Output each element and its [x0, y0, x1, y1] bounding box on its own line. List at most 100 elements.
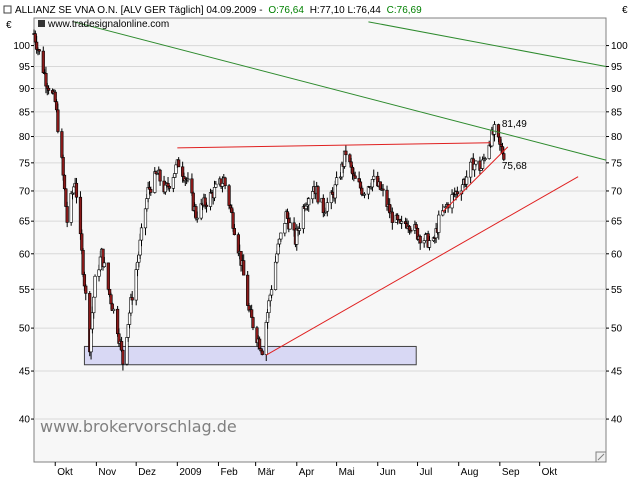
y-tick-label-right: 80 [611, 132, 623, 143]
candle-body [121, 349, 125, 365]
candle-body [251, 317, 255, 329]
candle-body [344, 150, 348, 156]
support-zone-layer [83, 345, 417, 366]
candle-body [227, 185, 231, 206]
candle-body [80, 233, 84, 251]
candle-body [269, 289, 274, 296]
y-tick-label-right: 45 [611, 367, 623, 378]
candle-body [208, 192, 213, 207]
trendline-red-short-support [442, 146, 509, 213]
candle-body [56, 109, 60, 132]
candle-body [130, 297, 134, 301]
candle-body [409, 229, 413, 232]
candle-body [65, 206, 69, 223]
candle-body [418, 235, 422, 244]
x-tick-label: Nov [98, 467, 116, 478]
header-close: C:76,69 [387, 5, 422, 16]
candle-body [81, 249, 85, 275]
candle-body [109, 294, 113, 305]
candle-body [242, 260, 246, 276]
y-tick-label-right: 90 [611, 84, 623, 95]
x-tick-label: Apr [299, 467, 315, 478]
x-tick-label: Feb [220, 467, 238, 478]
candle-body [93, 275, 97, 298]
candle-body [474, 160, 478, 165]
candle-body [455, 191, 459, 195]
header-hlc: H:77,10 L:76,44 [310, 5, 382, 16]
currency-right: € [622, 5, 628, 16]
x-tick-label: 2009 [179, 467, 202, 478]
header-checkbox-icon[interactable] [3, 5, 12, 14]
candle-body [186, 178, 190, 181]
x-tick-label: Dez [138, 467, 156, 478]
trendline-red-resistance [177, 142, 491, 149]
y-tick-label-left: 65 [19, 217, 31, 228]
candle-body [465, 176, 469, 185]
y-tick-label-right: 50 [611, 324, 623, 335]
globe-icon [38, 20, 45, 27]
candle-body [283, 223, 287, 234]
y-tick-label-left: 100 [13, 41, 30, 52]
candle-body [400, 221, 404, 224]
trendline-red-long-support [266, 176, 579, 356]
candle-body [195, 217, 199, 220]
candle-body [177, 159, 181, 168]
trendlines [73, 21, 607, 356]
candle-body [258, 338, 262, 349]
candle-body [214, 183, 218, 188]
y-tick-label-right: 85 [611, 107, 623, 118]
y-tick-label-left: 60 [19, 249, 31, 260]
candle-body [171, 177, 175, 189]
candle-body [78, 196, 83, 235]
candle-body [60, 131, 64, 158]
candle-body [279, 232, 283, 240]
candle-body [307, 198, 311, 206]
candle-body [321, 197, 325, 214]
y-tick-label-left: 75 [19, 158, 31, 169]
x-tick-label: Okt [542, 467, 558, 478]
candle-body [149, 188, 153, 193]
candle-body [220, 182, 225, 187]
y-tick-label-right: 95 [611, 62, 623, 73]
x-tick-label: Jul [420, 467, 433, 478]
watermark: www.brokervorschlag.de [40, 417, 237, 436]
candle-body [112, 308, 116, 311]
candle-body [372, 175, 376, 180]
candle-body [288, 222, 292, 230]
y-tick-label-left: 90 [19, 84, 31, 95]
candle-body [469, 161, 473, 178]
candle-body [62, 174, 67, 190]
annotations: 81,49 75,68 [502, 119, 527, 172]
candle-body [362, 193, 367, 196]
candle-body [496, 124, 501, 138]
support-zone-box [83, 345, 417, 366]
candle-body [204, 204, 209, 207]
y-tick-label-right: 75 [611, 158, 623, 169]
header-open: O:76,64 [268, 5, 304, 16]
candle-body [223, 177, 227, 187]
candle-body [61, 157, 65, 176]
candle-body [232, 228, 236, 235]
candle-body [492, 124, 497, 135]
y-tick-label-right: 60 [611, 249, 623, 260]
candle-body [98, 256, 102, 271]
candle-body [502, 153, 506, 160]
annotation-label: 75,68 [502, 161, 527, 172]
x-tick-label: Mär [258, 467, 276, 478]
y-tick-label-right: 40 [611, 415, 623, 426]
y-tick-label-right: 65 [611, 217, 623, 228]
candle-body [390, 211, 394, 223]
candle-body [297, 228, 302, 231]
candle-body [316, 186, 320, 203]
x-tick-label: Aug [461, 467, 479, 478]
candle-body [92, 296, 96, 314]
resize-handle-icon[interactable] [595, 451, 607, 463]
candle-body [212, 187, 217, 199]
candle-body [167, 186, 171, 189]
candle-body [483, 158, 487, 160]
candle-body [381, 188, 385, 191]
candle-body [353, 175, 357, 179]
annotation-label: 81,49 [502, 119, 527, 130]
x-tick-label: Mai [339, 467, 355, 478]
